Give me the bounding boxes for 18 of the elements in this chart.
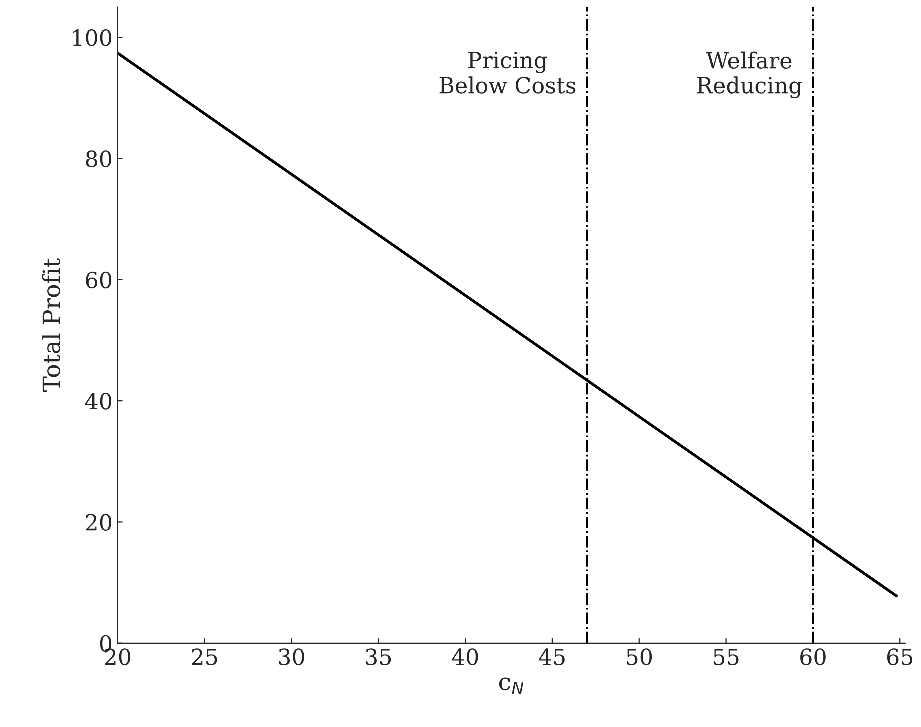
y-tick-label: 100 [73, 30, 112, 46]
x-tick-label: 55 [714, 648, 739, 666]
x-tick-label: 40 [452, 648, 478, 666]
y-tick-label: 20 [86, 514, 112, 531]
y-tick-label: 60 [86, 272, 112, 289]
y-tick-label: 40 [85, 393, 112, 410]
x-axis-title: c$_{N}$ [499, 678, 524, 694]
x-tick-label: 35 [366, 648, 392, 666]
x-tick-label: 60 [800, 648, 826, 666]
y-axis-title: Total Profit [42, 258, 60, 392]
y-tick-label: 80 [86, 150, 112, 168]
x-tick-label: 30 [279, 648, 304, 666]
x-tick-label: 50 [627, 648, 652, 666]
ref-line-label: Pricing Below Costs [440, 52, 576, 94]
ref-line-label: Welfare Reducing [697, 52, 802, 99]
x-tick-label: 25 [192, 648, 218, 666]
x-tick-label: 65 [887, 648, 913, 666]
x-tick-label: 45 [539, 648, 565, 666]
